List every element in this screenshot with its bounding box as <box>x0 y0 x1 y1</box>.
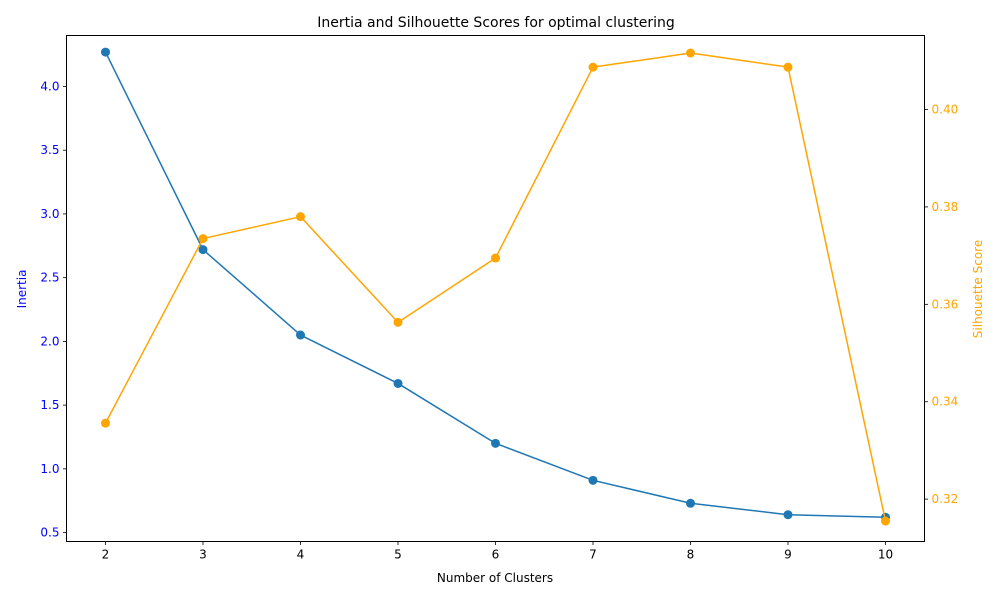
plot-area <box>101 47 890 526</box>
x-tick-label: 4 <box>297 548 305 562</box>
silhouette-data-point <box>881 516 890 526</box>
left-y-tick-label: 3.0 <box>40 207 59 221</box>
x-tick-label: 10 <box>878 548 893 562</box>
x-tick-label: 2 <box>102 548 110 562</box>
left-y-tick-label: 1.0 <box>40 462 59 476</box>
right-y-tick-label: 0.38 <box>932 200 959 214</box>
left-y-tick-label: 2.5 <box>40 271 59 285</box>
silhouette-data-point <box>686 48 695 58</box>
left-y-tick-label: 2.0 <box>40 334 59 348</box>
x-tick-label: 6 <box>492 548 500 562</box>
plot-frame <box>66 35 925 542</box>
inertia-data-point <box>296 330 305 340</box>
right-y-axis-title: Silhouette Score <box>971 240 985 338</box>
x-tick-label: 3 <box>199 548 207 562</box>
inertia-data-point <box>588 475 598 485</box>
left-y-tick-label: 0.5 <box>40 526 59 540</box>
left-y-axis-title: Inertia <box>15 270 29 309</box>
inertia-data-point <box>686 498 695 508</box>
x-axis-title: Number of Clusters <box>437 571 553 585</box>
x-tick-label: 5 <box>394 548 402 562</box>
silhouette-data-point <box>393 317 403 327</box>
chart-title: Inertia and Silhouette Scores for optima… <box>317 15 675 31</box>
right-y-tick-label: 0.36 <box>932 297 959 311</box>
x-tick-label: 9 <box>784 548 792 562</box>
left-y-tick-label: 4.0 <box>40 79 59 93</box>
right-y-tick-label: 0.32 <box>932 492 959 506</box>
left-y-tick-label: 1.5 <box>40 398 59 412</box>
silhouette-data-point <box>296 212 305 222</box>
left-y-tick-label: 3.5 <box>40 143 59 157</box>
inertia-data-point <box>491 438 500 448</box>
silhouette-data-point <box>588 62 598 72</box>
silhouette-data-point <box>491 253 500 263</box>
right-y-tick-label: 0.34 <box>932 395 959 409</box>
right-y-tick-label: 0.40 <box>932 103 959 117</box>
inertia-data-point <box>783 510 793 520</box>
x-tick-label: 8 <box>687 548 695 562</box>
silhouette-data-point <box>101 418 110 428</box>
silhouette-data-point <box>198 234 208 244</box>
inertia-data-point <box>393 378 403 388</box>
inertia-data-point <box>198 245 208 255</box>
inertia-data-point <box>101 47 110 57</box>
silhouette-data-point <box>783 62 793 72</box>
x-tick-label: 7 <box>589 548 597 562</box>
silhouette-series-line <box>104 52 887 522</box>
